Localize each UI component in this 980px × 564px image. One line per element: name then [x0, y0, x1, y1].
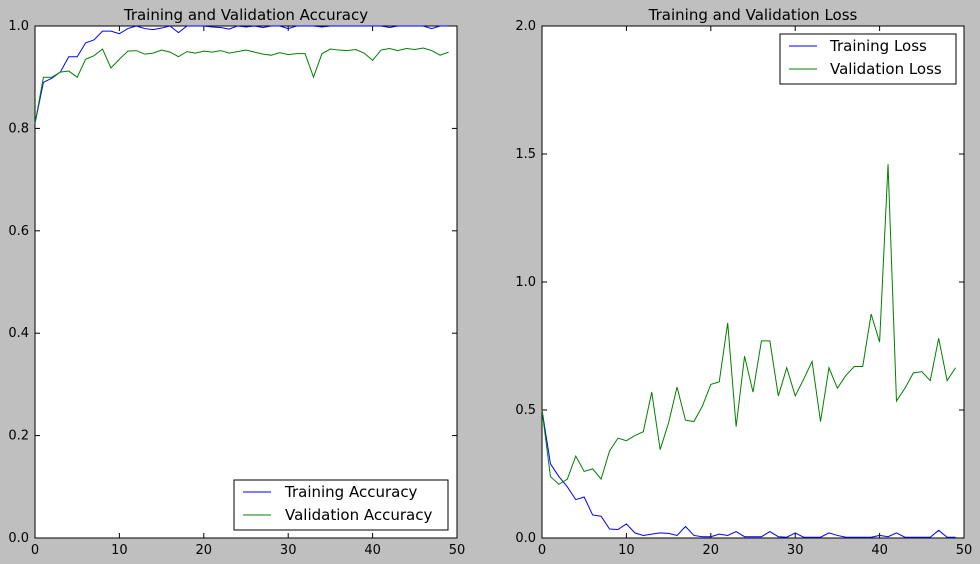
training-loss-line [541, 409, 956, 538]
x-tick-label: 40 [871, 543, 888, 558]
x-tick-label: 30 [280, 543, 297, 558]
y-tick-label: 1.0 [515, 275, 536, 290]
x-tick-label: 40 [364, 543, 381, 558]
accuracy-plot-area [34, 25, 458, 539]
x-tick-label: 10 [618, 543, 635, 558]
x-tick-label: 20 [703, 543, 720, 558]
legend-validation-accuracy-label: Validation Accuracy [285, 506, 432, 524]
accuracy-ticks: 0 10 20 30 40 50 0.0 0.2 0.4 0.6 0.8 1.0 [8, 19, 465, 558]
y-tick-label: 2.0 [515, 19, 536, 34]
legend-training-accuracy-label: Training Accuracy [284, 483, 418, 501]
y-tick-label: 0.6 [8, 224, 29, 239]
y-tick-label: 1.0 [8, 19, 29, 34]
y-tick-label: 0.0 [515, 531, 536, 546]
x-tick-label: 20 [196, 543, 213, 558]
accuracy-legend: Training Accuracy Validation Accuracy [233, 479, 449, 531]
loss-legend-box [779, 33, 957, 85]
training-accuracy-line [34, 25, 449, 124]
accuracy-series [34, 25, 449, 124]
y-tick-label: 0.2 [8, 429, 29, 444]
legend-training-loss-label: Training Loss [829, 37, 927, 55]
validation-accuracy-line [34, 47, 449, 124]
x-tick-label: 10 [111, 543, 128, 558]
loss-legend: Training Loss Validation Loss [779, 33, 957, 85]
x-tick-label: 30 [787, 543, 804, 558]
accuracy-legend-box [233, 479, 449, 531]
x-tick-label: 0 [31, 543, 39, 558]
loss-plot: Training and Validation Loss 0 10 20 30 40 50… [515, 6, 972, 558]
x-tick-label: 50 [449, 543, 466, 558]
accuracy-title: Training and Validation Accuracy [123, 6, 368, 24]
legend-validation-loss-label: Validation Loss [830, 60, 942, 78]
validation-loss-line [541, 164, 956, 485]
accuracy-plot: Training and Validation Accuracy 0 10 20 30… [8, 6, 465, 558]
y-tick-label: 0.8 [8, 121, 29, 136]
y-tick-label: 0.5 [515, 403, 536, 418]
loss-plot-area [541, 25, 965, 539]
loss-ticks: 0 10 20 30 40 50 0.0 0.5 1.0 1.5 2.0 [515, 19, 972, 558]
x-tick-label: 50 [956, 543, 973, 558]
x-tick-label: 0 [538, 543, 546, 558]
loss-series [541, 164, 956, 538]
y-tick-label: 1.5 [515, 147, 536, 162]
y-tick-label: 0.4 [8, 326, 29, 341]
y-tick-label: 0.0 [8, 531, 29, 546]
loss-title: Training and Validation Loss [648, 6, 858, 24]
